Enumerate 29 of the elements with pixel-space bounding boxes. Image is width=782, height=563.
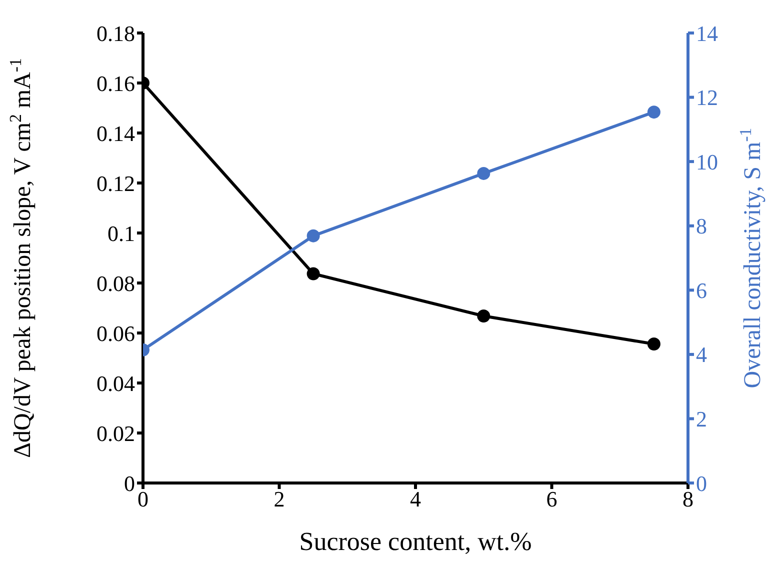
y2-tick-label: 8 [696, 214, 707, 239]
y-tick-label: 0.12 [96, 170, 135, 196]
point [477, 166, 490, 180]
x-axis-title: Sucrose content, wt.% [299, 527, 532, 556]
x-tick-label: 4 [410, 486, 421, 512]
y-tick-label: 0.16 [96, 70, 135, 96]
point [306, 267, 320, 280]
y2-tick-label: 2 [696, 406, 707, 432]
x-tick-label: 2 [274, 486, 285, 512]
y-tick-label: 0.1 [108, 220, 135, 246]
y-tick-label: 0.08 [96, 270, 135, 296]
y-tick-label: 0 [124, 470, 135, 496]
point [477, 310, 490, 322]
y-tick-label: 0.18 [96, 20, 135, 46]
x-tick-label: 8 [682, 486, 694, 512]
y2-tick-label: 14 [696, 20, 718, 46]
y2-tick-label: 0 [696, 470, 707, 496]
y2-tick-label: 6 [696, 278, 707, 303]
x-tick-label: 6 [546, 486, 558, 512]
y2-tick-label: 4 [696, 342, 707, 368]
y-tick-label: 0.06 [96, 320, 135, 346]
y2-tick-label: 10 [696, 149, 718, 174]
y-tick-label: 0.14 [96, 120, 135, 146]
y-tick-label: 0.02 [96, 420, 135, 446]
point [647, 338, 660, 350]
point [647, 106, 660, 119]
y-tick-label: 0.04 [96, 370, 135, 396]
point [306, 229, 320, 242]
y2-tick-label: 12 [696, 85, 718, 110]
